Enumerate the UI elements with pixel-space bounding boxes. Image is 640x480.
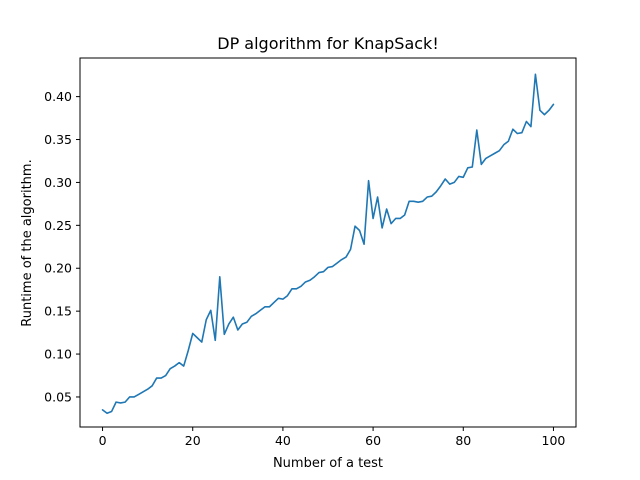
y-tick-label: 0.35 [44,132,72,147]
plot-frame [79,57,577,428]
y-axis-label: Runtime of the algorithm. [20,159,35,326]
chart-title: DP algorithm for KnapSack! [217,34,438,53]
y-tick-label: 0.10 [44,347,72,362]
y-tick-label: 0.25 [44,218,72,233]
y-tick-label: 0.15 [44,304,72,319]
x-tick-label: 0 [99,433,107,448]
plot-area [101,73,555,415]
series-line-0 [101,73,555,415]
x-axis: 0 20 40 60 80 100 [99,427,566,448]
x-axis-label: Number of a test [273,456,383,471]
y-axis: 0.05 0.10 0.15 0.20 0.25 0.30 0.35 0.40 [44,89,80,404]
x-tick-label: 80 [455,433,471,448]
y-tick-label: 0.20 [44,261,72,276]
x-tick-label: 100 [542,433,566,448]
y-tick-label: 0.30 [44,175,72,190]
x-tick-label: 20 [185,433,201,448]
x-tick-label: 60 [365,433,381,448]
y-tick-label: 0.05 [44,389,72,404]
y-tick-label: 0.40 [44,89,72,104]
x-tick-label: 40 [275,433,291,448]
